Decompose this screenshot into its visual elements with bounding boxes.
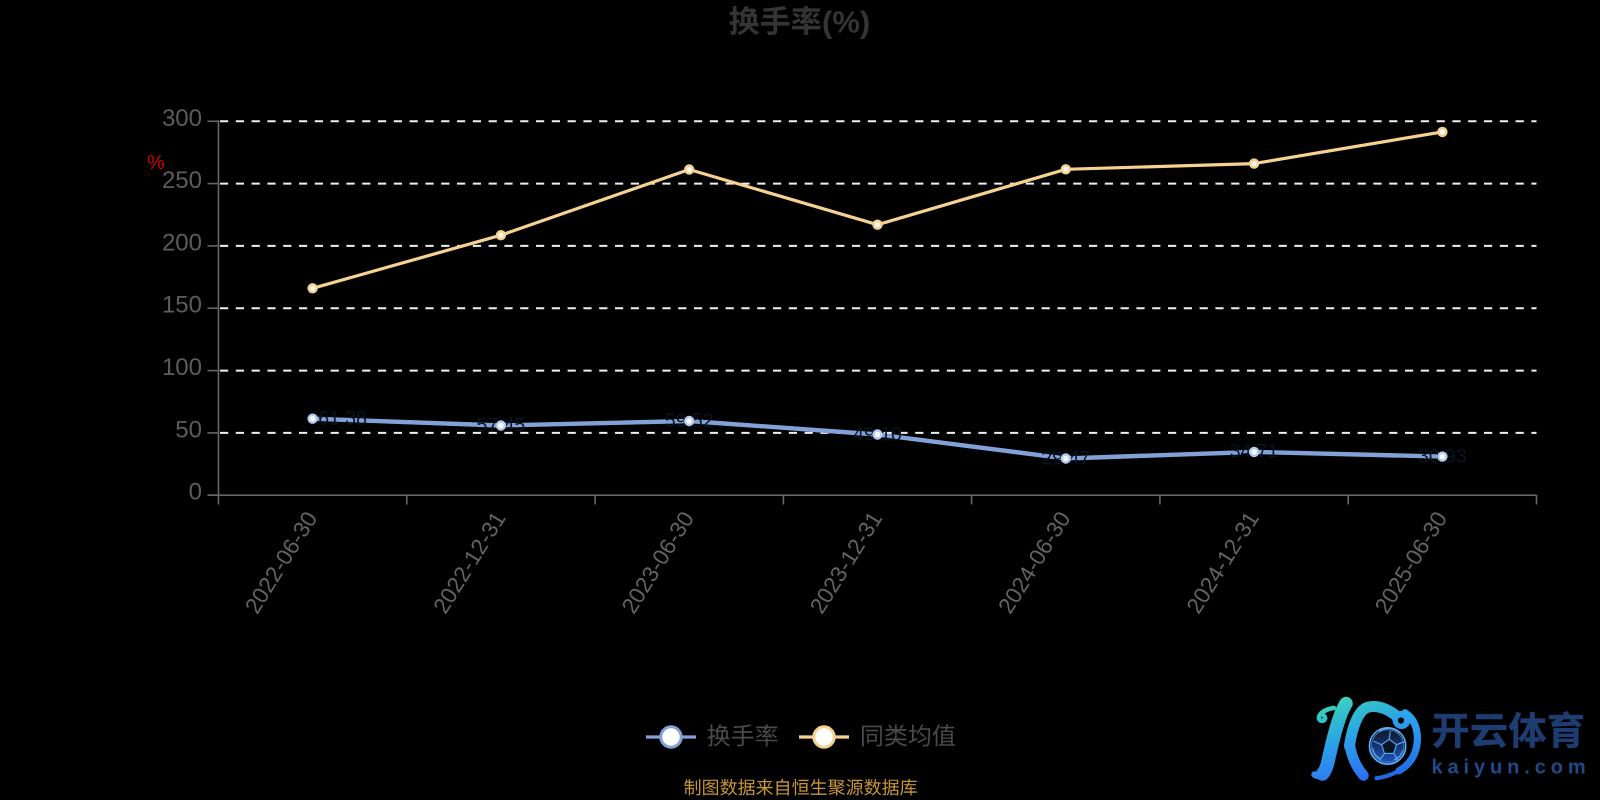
svg-text:(%): (%) xyxy=(822,4,870,39)
svg-text:kaiyun.com: kaiyun.com xyxy=(1432,757,1591,779)
svg-text:200: 200 xyxy=(162,229,202,256)
svg-text:250: 250 xyxy=(162,167,202,194)
svg-text:%: % xyxy=(147,152,165,174)
svg-text:300: 300 xyxy=(162,105,202,132)
svg-text:100: 100 xyxy=(162,354,202,381)
svg-text:61.38: 61.38 xyxy=(318,408,367,430)
svg-text:50: 50 xyxy=(175,416,202,443)
svg-text:150: 150 xyxy=(162,292,202,319)
svg-text:0: 0 xyxy=(189,479,202,506)
